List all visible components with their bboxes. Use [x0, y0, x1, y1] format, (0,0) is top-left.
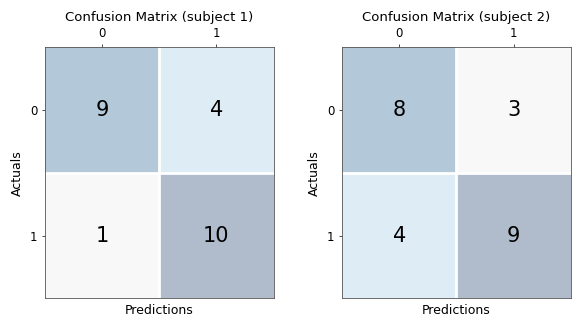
Bar: [159, 173, 274, 298]
X-axis label: Predictions: Predictions: [422, 304, 491, 317]
Text: 8: 8: [393, 100, 406, 120]
Bar: [45, 47, 159, 173]
Text: 9: 9: [507, 226, 520, 246]
Title: Confusion Matrix (subject 1): Confusion Matrix (subject 1): [65, 11, 253, 24]
Bar: [342, 47, 456, 173]
Y-axis label: Actuals: Actuals: [308, 150, 321, 196]
X-axis label: Predictions: Predictions: [125, 304, 194, 317]
Bar: [342, 173, 456, 298]
Text: 4: 4: [393, 226, 406, 246]
Bar: [456, 173, 571, 298]
Text: 9: 9: [95, 100, 109, 120]
Bar: [456, 47, 571, 173]
Y-axis label: Actuals: Actuals: [11, 150, 24, 196]
Bar: [159, 47, 274, 173]
Text: 1: 1: [95, 226, 109, 246]
Text: 4: 4: [210, 100, 223, 120]
Text: 3: 3: [507, 100, 520, 120]
Text: 10: 10: [203, 226, 230, 246]
Bar: [45, 173, 159, 298]
Title: Confusion Matrix (subject 2): Confusion Matrix (subject 2): [363, 11, 551, 24]
